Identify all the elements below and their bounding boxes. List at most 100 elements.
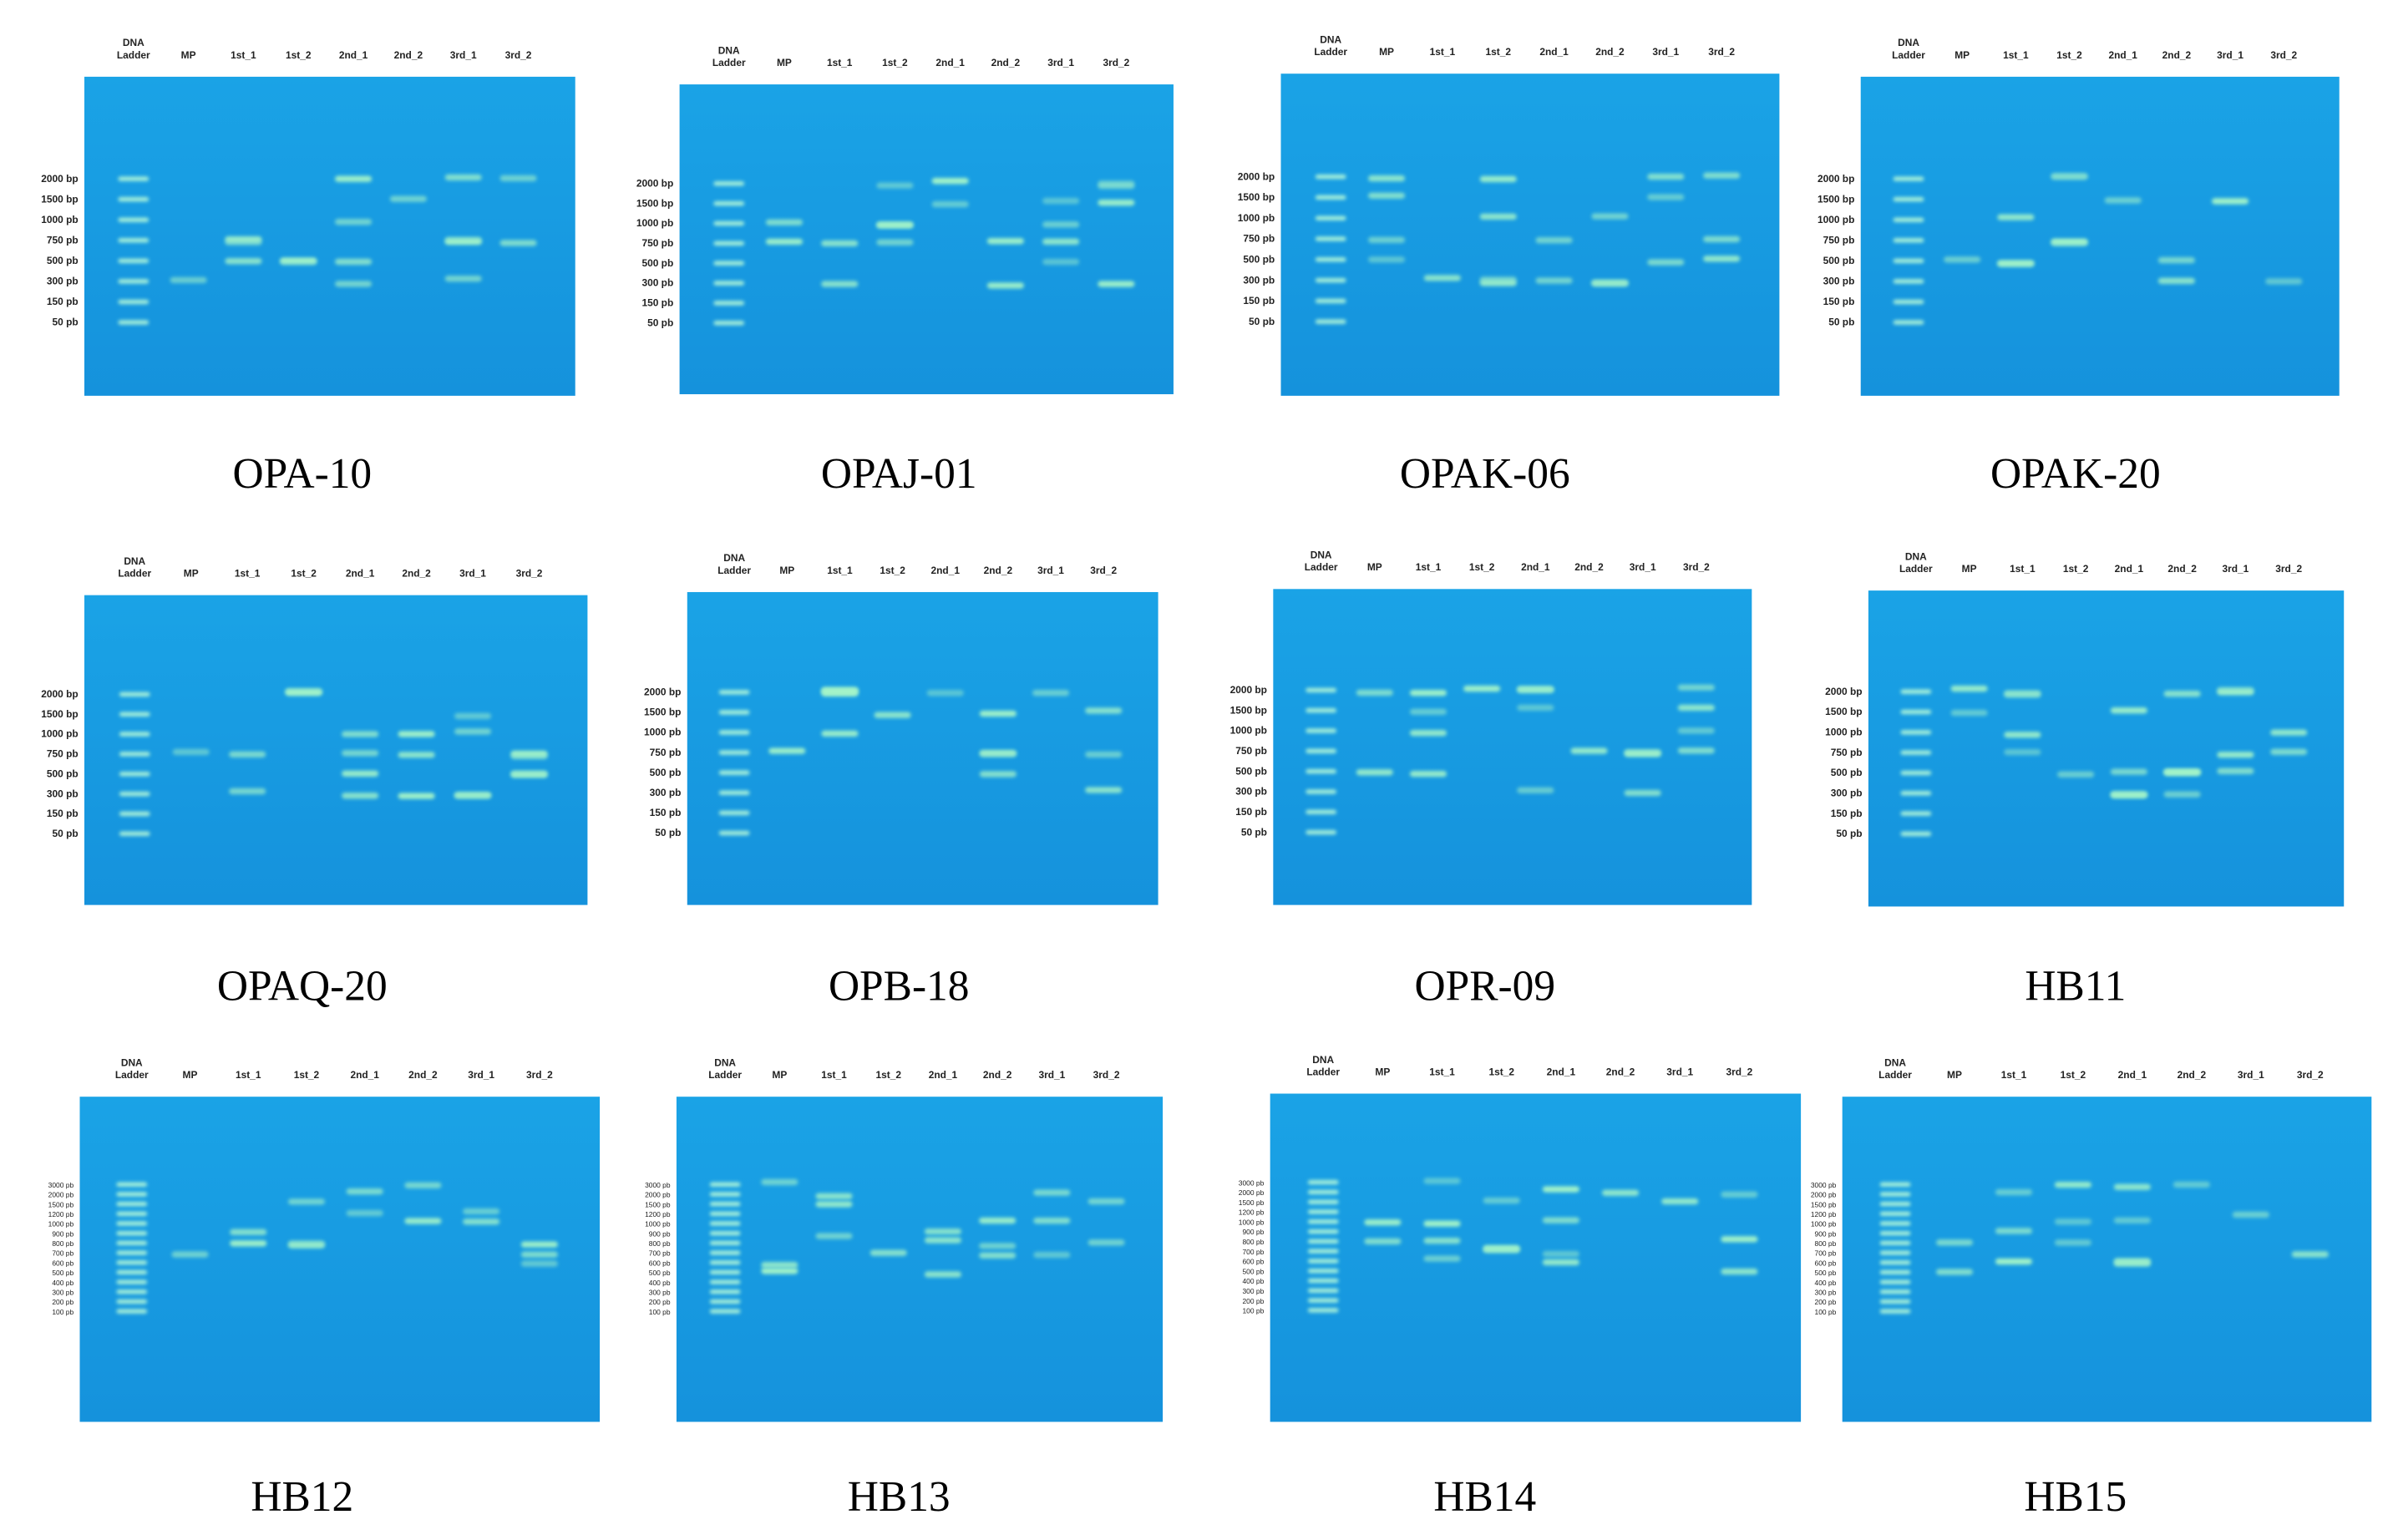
- ladder-band: [116, 1299, 148, 1304]
- sample-band: [1935, 1239, 1974, 1246]
- sample-band: [1703, 172, 1741, 179]
- sample-band: [1517, 787, 1554, 793]
- lane-label: DNA: [124, 555, 145, 567]
- sample-band: [1356, 769, 1393, 776]
- ladder-label: 400 pb: [1242, 1277, 1264, 1285]
- ladder-label: 300 pb: [1815, 1288, 1837, 1296]
- ladder-band: [1307, 1189, 1339, 1195]
- sample-band: [463, 1208, 500, 1215]
- ladder-band: [713, 200, 745, 206]
- ladder-band: [1879, 1259, 1911, 1265]
- ladder-band: [1307, 1199, 1339, 1204]
- ladder-label: 150 pb: [650, 807, 682, 818]
- ladder-band: [1315, 298, 1346, 304]
- lane-label: 1st_2: [2056, 49, 2082, 61]
- lane-label: 3rd_1: [2238, 1069, 2264, 1081]
- ladder-band: [1879, 1230, 1911, 1236]
- lane-label: 2nd_2: [394, 49, 423, 61]
- sample-band: [346, 1188, 383, 1195]
- ladder-band: [709, 1299, 741, 1304]
- ladder-label: 50 pb: [647, 317, 673, 328]
- ladder-label: 200 pb: [52, 1298, 74, 1306]
- ladder-label: 2000 bp: [1238, 170, 1275, 182]
- sample-band: [1042, 221, 1080, 228]
- lane-label: DNA: [1898, 37, 1919, 48]
- sample-band: [1950, 685, 1988, 692]
- sample-band: [1483, 1197, 1520, 1204]
- sample-band: [1944, 256, 1981, 263]
- sample-band: [986, 282, 1024, 289]
- ladder-band: [709, 1269, 741, 1275]
- sample-band: [1423, 275, 1461, 281]
- sample-band: [510, 770, 548, 777]
- ladder-band: [1879, 1211, 1911, 1217]
- ladder-band: [718, 830, 750, 836]
- sample-band: [874, 712, 911, 718]
- ladder-band: [1306, 829, 1336, 835]
- lane-label: DNA: [121, 1056, 143, 1068]
- lane-label: DNA: [714, 1056, 736, 1068]
- sample-band: [1032, 690, 1070, 697]
- ladder-band: [718, 690, 750, 695]
- sample-band: [1995, 1258, 2033, 1265]
- ladder-band: [1879, 1201, 1911, 1207]
- ladder-label: 600 pb: [649, 1259, 671, 1267]
- sample-band: [979, 771, 1017, 778]
- ladder-label: 1200 pb: [645, 1210, 671, 1218]
- lane-label: 2nd_1: [1547, 1066, 1576, 1077]
- lane-label: MP: [183, 1069, 198, 1081]
- lane-label: 1st_2: [882, 57, 908, 68]
- lane-label: 1st_1: [827, 565, 853, 576]
- ladder-band: [1879, 1182, 1911, 1188]
- sample-band: [1721, 1268, 1758, 1275]
- sample-band: [1479, 276, 1517, 283]
- ladder-label: 500 pb: [1815, 1269, 1837, 1277]
- ladder-band: [709, 1259, 741, 1265]
- ladder-band: [1306, 789, 1336, 794]
- sample-band: [2004, 732, 2041, 738]
- sample-band: [1703, 256, 1741, 262]
- sample-band: [1463, 685, 1501, 692]
- sample-band: [1677, 747, 1715, 754]
- lane-label: MP: [772, 1069, 787, 1081]
- ladder-label: 2000 bp: [1230, 684, 1267, 696]
- lane-label: MP: [779, 565, 794, 576]
- ladder-label: 1500 pb: [48, 1200, 74, 1208]
- ladder-band: [1307, 1268, 1339, 1274]
- sample-band: [1647, 173, 1685, 180]
- sample-band: [2113, 1258, 2151, 1264]
- sample-band: [2232, 1211, 2269, 1218]
- ladder-label: 2000 pb: [645, 1191, 671, 1199]
- ladder-band: [709, 1250, 741, 1255]
- ladder-label: 1500 bp: [644, 707, 681, 718]
- lane-label: Ladder: [712, 57, 746, 68]
- ladder-label: 300 pb: [1831, 787, 1863, 798]
- caption: OPR-09: [1415, 962, 1556, 1010]
- lane-label: 2nd_2: [408, 1069, 438, 1081]
- sample-band: [1368, 175, 1406, 182]
- sample-band: [2004, 691, 2041, 698]
- sample-band: [979, 710, 1017, 717]
- gel: [679, 84, 1174, 395]
- sample-band: [454, 728, 492, 735]
- ladder-label: 1500 bp: [1825, 706, 1862, 717]
- sample-band: [1703, 236, 1741, 243]
- ladder-band: [1900, 770, 1932, 776]
- ladder-band: [713, 261, 745, 266]
- ladder-band: [1306, 748, 1336, 754]
- ladder-band: [1879, 1192, 1911, 1197]
- ladder-label: 400 pb: [649, 1279, 671, 1287]
- sample-band: [2113, 1217, 2151, 1224]
- sample-band: [335, 175, 373, 182]
- sample-band: [229, 788, 266, 795]
- ladder-band: [709, 1221, 741, 1226]
- ladder-band: [118, 299, 150, 305]
- ladder-band: [116, 1221, 148, 1226]
- lane-label: 2nd_1: [350, 1069, 379, 1081]
- ladder-band: [119, 831, 150, 837]
- sample-band: [821, 281, 859, 287]
- ladder-band: [119, 811, 150, 817]
- sample-band: [229, 751, 266, 757]
- sample-band: [821, 730, 859, 737]
